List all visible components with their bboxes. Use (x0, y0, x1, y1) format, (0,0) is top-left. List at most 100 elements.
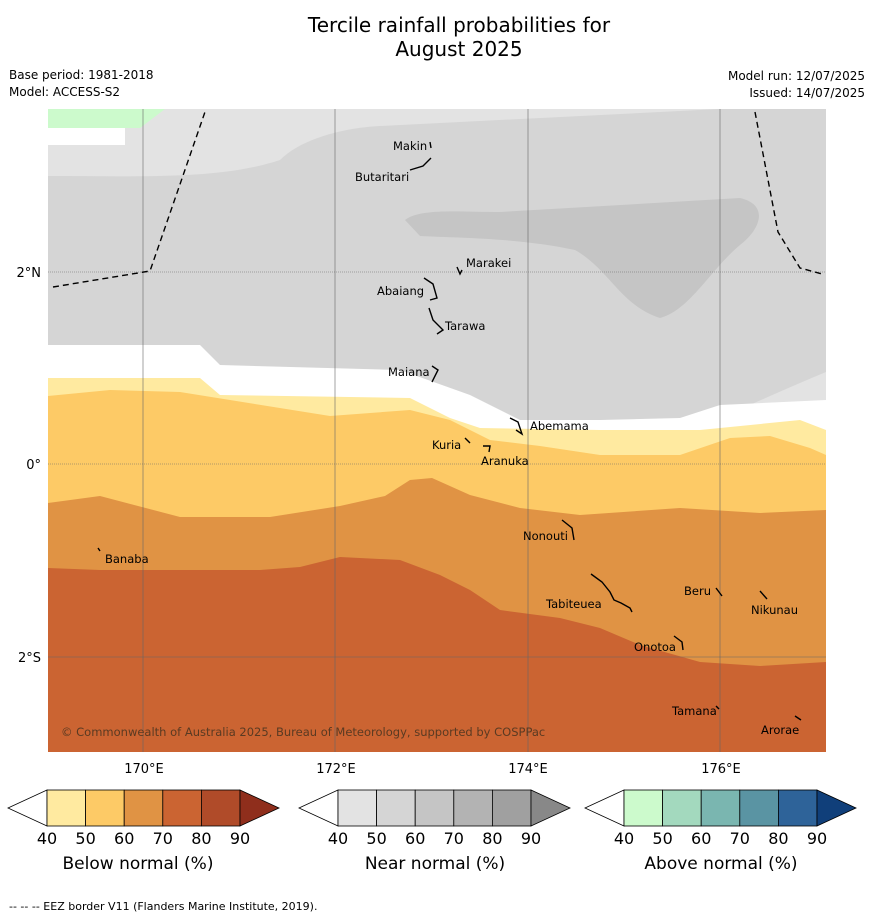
probability-fields (48, 109, 826, 752)
lon-label-174e: 174°E (508, 762, 548, 777)
colorbar-near-tick: 50 (366, 829, 387, 848)
issued-date: Issued: 14/07/2025 (749, 86, 865, 100)
colorbar-below-segment (200, 789, 241, 827)
colorbar-near-segment (453, 789, 493, 827)
label-tarawa: Tarawa (444, 319, 485, 333)
colorbar-above-segment (662, 789, 702, 827)
island-makin (429, 141, 432, 149)
colorbar-below-min-extend (7, 789, 48, 827)
map-title-line2: August 2025 (395, 37, 523, 61)
island-outlines (97, 141, 802, 721)
island-abaiang (423, 277, 438, 301)
colorbar-near-tick: 60 (405, 829, 426, 848)
colorbars (7, 789, 857, 827)
label-kuria: Kuria (432, 438, 461, 452)
eez-border (52, 108, 823, 288)
colorbar-above-segment (700, 789, 741, 827)
label-beru: Beru (684, 584, 711, 598)
label-butaritari: Butaritari (355, 170, 409, 184)
island-onotoa (673, 635, 684, 651)
label-abemama: Abemama (530, 419, 589, 433)
colorbar-near-max-extend (530, 789, 571, 827)
white-gap (48, 128, 125, 145)
island-tamana (715, 705, 720, 710)
model-name: Model: ACCESS-S2 (9, 85, 121, 99)
colorbar-near-tick: 70 (443, 829, 464, 848)
colorbar-below-label: Below normal (%) (62, 854, 214, 874)
island-tarawa (428, 307, 445, 335)
colorbar-above-segment (778, 789, 818, 827)
axis-labels: 2°N 0° 2°S 170°E 172°E 174°E 176°E (17, 266, 741, 777)
colorbar-below-segment (162, 789, 202, 827)
meta-left: Base period: 1981-2018 Model: ACCESS-S2 (9, 67, 154, 101)
colorbar-above-tick: 90 (806, 829, 828, 848)
label-marakei: Marakei (466, 256, 511, 270)
map-title-line1: Tercile rainfall probabilities for (307, 13, 611, 37)
colorbar-near-tick: 80 (482, 829, 503, 848)
island-arorae (794, 715, 802, 721)
island-butaritari (409, 157, 432, 171)
label-makin: Makin (393, 139, 427, 153)
island-abemama (509, 417, 524, 436)
island-beru (715, 587, 723, 597)
label-tamana: Tamana (671, 704, 717, 718)
colorbar-above-min-extend (584, 789, 625, 827)
colorbar-near-segment (414, 789, 455, 827)
place-labels: Makin Butaritari Marakei Abaiang Tarawa … (105, 139, 799, 737)
colorbar-above-tick: 40 (613, 829, 635, 848)
colorbar-near-tick: 90 (520, 829, 542, 848)
near-normal-50-60-area (48, 109, 826, 438)
lon-label-176e: 176°E (701, 762, 741, 777)
island-tabiteuea (590, 573, 633, 613)
island-banaba (97, 547, 101, 552)
island-marakei (456, 266, 463, 276)
base-period: Base period: 1981-2018 (9, 68, 154, 82)
colorbar-above-label: Above normal (%) (644, 854, 798, 874)
island-aranuka (483, 445, 491, 453)
below-normal-70-80-area (48, 557, 826, 752)
island-kuria (464, 437, 471, 444)
colorbar-below-tick: 80 (191, 829, 212, 848)
colorbar-near-label: Near normal (%) (364, 854, 506, 874)
island-maiana (431, 365, 439, 383)
lon-label-170e: 170°E (124, 762, 164, 777)
label-tabiteuea: Tabiteuea (545, 597, 602, 611)
island-nikunau (759, 590, 768, 600)
label-arorae: Arorae (761, 723, 799, 737)
colorbar-near-segment (376, 789, 416, 827)
colorbar-below-tick: 60 (114, 829, 135, 848)
lat-label-2n: 2°N (17, 266, 42, 281)
colorbar-below-tick: 50 (75, 829, 96, 848)
colorbar-above-tick: 70 (729, 829, 750, 848)
label-nonouti: Nonouti (523, 529, 568, 543)
lat-label-0: 0° (26, 458, 41, 473)
colorbar-below-tick: 70 (152, 829, 173, 848)
copyright-text: © Commonwealth of Australia 2025, Bureau… (61, 725, 545, 739)
lon-label-172e: 172°E (316, 762, 356, 777)
colorbar-near-segment (491, 789, 532, 827)
label-abaiang: Abaiang (377, 284, 424, 298)
model-run-date: Model run: 12/07/2025 (727, 69, 865, 83)
lat-label-2s: 2°S (18, 651, 41, 666)
above-normal-50-60-area (48, 109, 165, 128)
label-nikunau: Nikunau (751, 603, 798, 617)
colorbar-below-segment (123, 789, 164, 827)
colorbar-below-tick: 40 (36, 829, 58, 848)
near-normal-60-70-area (405, 198, 759, 318)
island-nonouti (561, 519, 575, 541)
label-maiana: Maiana (388, 365, 430, 379)
label-banaba: Banaba (105, 552, 149, 566)
colorbar-above-segment (623, 789, 663, 827)
colorbar-below-tick: 90 (229, 829, 251, 848)
colorbar-above-tick: 50 (652, 829, 673, 848)
colorbar-below-segment (46, 789, 86, 827)
colorbar-near-tick: 40 (327, 829, 349, 848)
colorbar-above-segment (739, 789, 779, 827)
colorbar-near-segment (337, 789, 377, 827)
meta-right: Model run: 12/07/2025 Issued: 14/07/2025 (728, 68, 865, 102)
gridlines (48, 109, 826, 752)
colorbar-above-max-extend (816, 789, 857, 827)
label-aranuka: Aranuka (481, 454, 529, 468)
colorbar-above-tick: 60 (691, 829, 712, 848)
